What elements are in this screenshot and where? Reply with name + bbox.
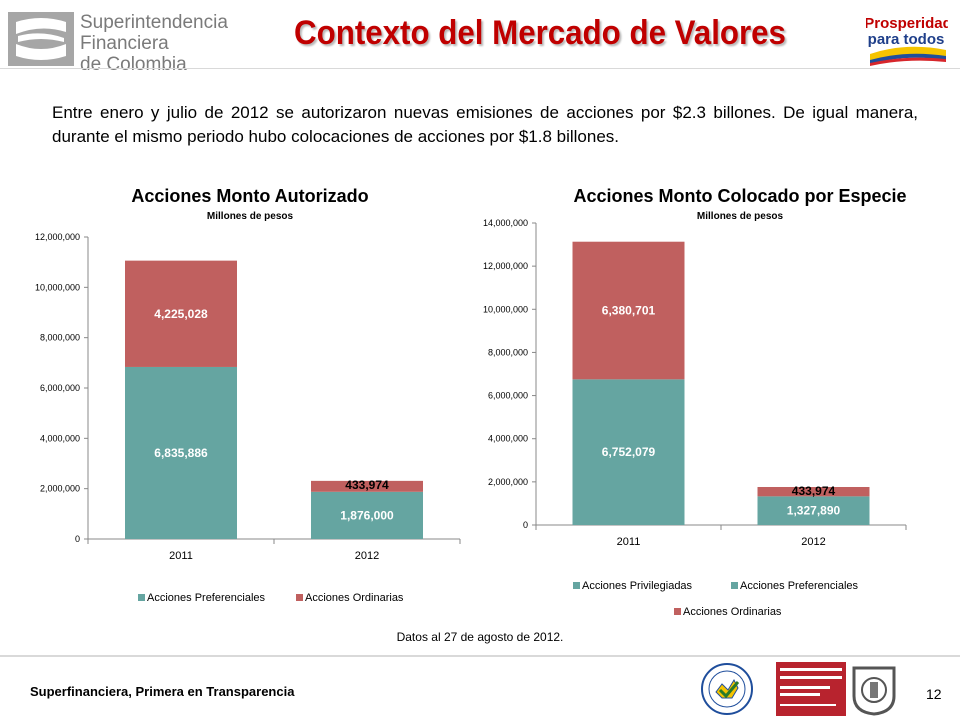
y-tick-label: 8,000,000 [40, 333, 80, 343]
chart-authorized-amount: 0 2,000,000 4,000,000 6,000,000 8,000,000 10,… [35, 232, 461, 604]
bar-segment [572, 379, 685, 525]
y-tick-label: 2,000,000 [488, 477, 528, 487]
bureau-veritas-seal-icon [852, 666, 896, 716]
page-number: 12 [926, 686, 942, 702]
page-title: Contexto del Mercado de Valores [294, 14, 786, 52]
x-tick-label: 2011 [617, 536, 641, 548]
certification-seal-icon [701, 663, 753, 715]
y-tick-label: 2,000,000 [40, 484, 80, 494]
y-tick-label: 10,000,000 [483, 304, 528, 314]
legend-swatch [674, 608, 681, 615]
legend-label: Acciones Privilegiadas [582, 580, 693, 592]
bar-segment [572, 241, 685, 380]
logo-line: Superintendencia [80, 12, 228, 33]
y-tick-label: 6,000,000 [488, 391, 528, 401]
logo-line: de Colombia [80, 54, 187, 75]
legend-swatch [296, 594, 303, 601]
chart-subtitle: Millones de pesos [696, 211, 784, 222]
bar-segment [125, 260, 237, 367]
bar-segment [757, 486, 870, 497]
data-label: 4,225,028 [154, 307, 208, 321]
data-label: 6,752,079 [602, 445, 656, 459]
data-label: 6,835,886 [154, 446, 208, 460]
x-tick-label: 2012 [801, 536, 825, 548]
legend-swatch [138, 594, 145, 601]
chart-title: Acciones Monto Colocado por Especie [573, 186, 907, 206]
data-label: 1,327,890 [787, 504, 841, 518]
logo-line: para todos [868, 31, 945, 48]
legend-label: Acciones Ordinarias [683, 606, 782, 618]
bar-segment [311, 491, 423, 539]
prosperidad-para-todos-logo: Prosperidad para todos [866, 15, 948, 66]
y-tick-label: 8,000,000 [488, 347, 528, 357]
iso-certification-badge [776, 662, 846, 716]
intro-paragraph: Entre enero y julio de 2012 se autorizar… [52, 103, 918, 146]
bar-segment [311, 480, 423, 492]
y-tick-label: 6,000,000 [40, 383, 80, 393]
footer-tagline: Superfinanciera, Primera en Transparenci… [30, 684, 295, 699]
bar-segment [757, 496, 870, 525]
y-tick-label: 14,000,000 [483, 218, 528, 228]
data-label: 433,974 [792, 484, 836, 498]
header-divider [0, 68, 960, 69]
legend-swatch [573, 582, 580, 589]
bar-segment [125, 366, 237, 539]
legend-label: Acciones Preferenciales [147, 592, 266, 604]
legend-label: Acciones Preferenciales [740, 580, 859, 592]
legend-swatch [731, 582, 738, 589]
y-tick-label: 10,000,000 [35, 282, 80, 292]
y-tick-label: 4,000,000 [40, 433, 80, 443]
data-label: 1,876,000 [340, 508, 394, 522]
footer-divider [0, 655, 960, 657]
data-label: 433,974 [345, 478, 389, 492]
chart-title: Acciones Monto Autorizado [131, 186, 369, 206]
superfinanciera-logo [8, 12, 74, 66]
logo-line: Financiera [80, 33, 169, 54]
y-tick-label: 12,000,000 [483, 261, 528, 271]
y-tick-label: 0 [75, 534, 80, 544]
y-tick-label: 4,000,000 [488, 434, 528, 444]
x-tick-label: 2012 [355, 550, 379, 562]
superfinanciera-logo-text: Superintendencia Financiera de Colombia [80, 12, 228, 75]
chart-placed-amount: 0 2,000,000 4,000,000 6,000,000 8,000,000 10,… [483, 218, 907, 618]
legend-label: Acciones Ordinarias [305, 592, 404, 604]
y-tick-label: 0 [523, 520, 528, 530]
data-label: 6,380,701 [602, 304, 656, 318]
x-tick-label: 2011 [169, 550, 193, 562]
footnote: Datos al 27 de agosto de 2012. [396, 630, 564, 644]
chart-subtitle: Millones de pesos [206, 211, 294, 222]
logo-line: Prosperidad [866, 15, 948, 32]
y-tick-label: 12,000,000 [35, 232, 80, 242]
